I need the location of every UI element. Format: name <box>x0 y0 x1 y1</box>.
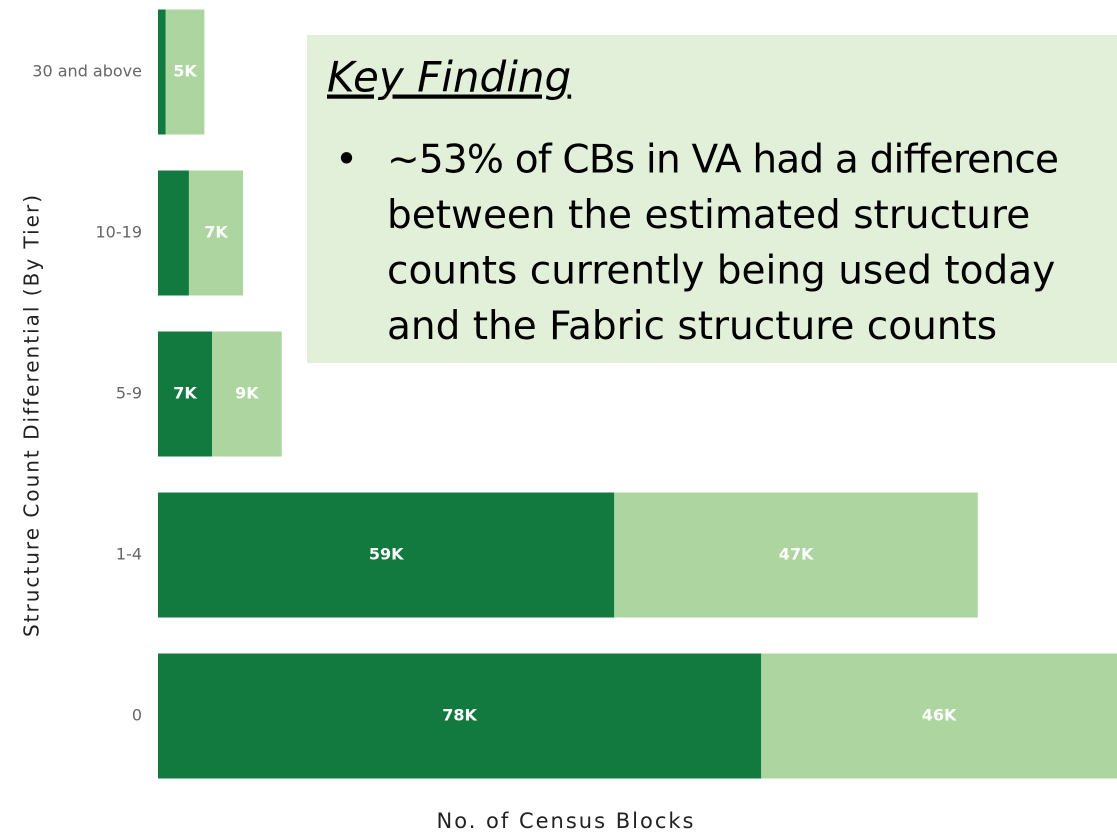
bar-segment <box>761 653 1117 779</box>
data-label: 78K <box>442 706 477 725</box>
bar-segment <box>158 331 213 457</box>
annotation-line: ~53% of CBs in VA had a difference <box>387 138 1059 183</box>
data-label: 59K <box>369 545 404 564</box>
bar-segment <box>614 492 978 618</box>
bar-segment <box>158 492 615 618</box>
bar-segment <box>212 331 282 457</box>
y-tick-label: 10-19 <box>96 223 143 242</box>
bar-segment <box>165 9 205 135</box>
y-tick-label: 1-4 <box>116 545 142 564</box>
y-tick-label: 0 <box>132 706 142 725</box>
bar-segment <box>188 170 244 296</box>
data-label: 5K <box>173 62 197 81</box>
data-label: 9K <box>235 384 259 403</box>
y-tick-label: 30 and above <box>32 62 142 81</box>
annotation-title: Key Finding <box>327 53 571 102</box>
x-axis-title: No. of Census Blocks <box>437 809 696 833</box>
data-label: 46K <box>922 706 957 725</box>
y-tick-label: 5-9 <box>116 384 142 403</box>
annotation-line: between the estimated structure <box>387 193 1030 238</box>
bar-segment <box>158 9 166 135</box>
bar-segment <box>158 653 762 779</box>
annotation-line: counts currently being used today <box>387 249 1055 294</box>
bullet: • <box>335 138 358 183</box>
annotation-box <box>307 35 1117 363</box>
bar-segment <box>158 170 189 296</box>
data-label: 47K <box>779 545 814 564</box>
annotation-line: and the Fabric structure counts <box>387 304 997 349</box>
data-label: 7K <box>204 223 228 242</box>
y-axis-title: Structure Count Differential (By Tier) <box>20 193 44 637</box>
data-label: 7K <box>173 384 197 403</box>
